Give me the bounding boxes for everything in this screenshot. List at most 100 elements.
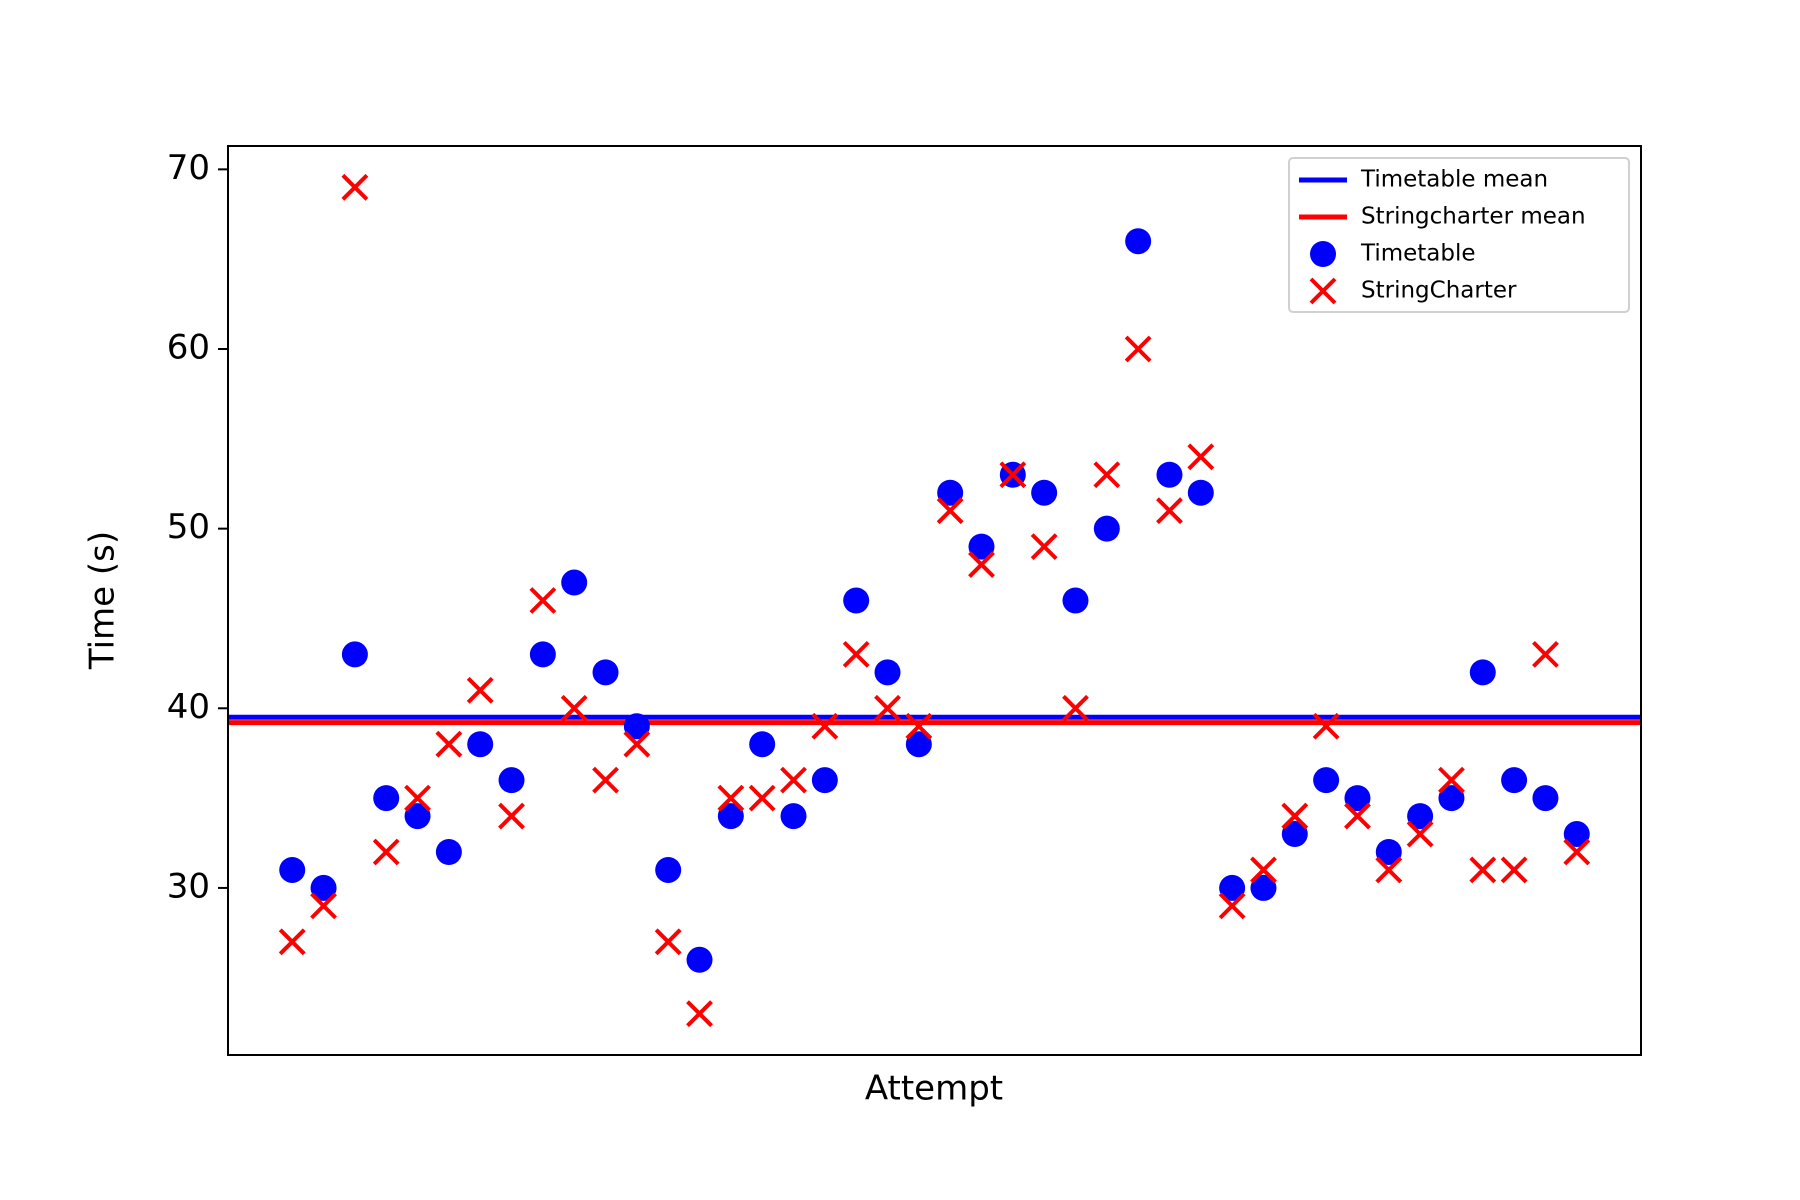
data-point: [310, 874, 337, 901]
data-point: [623, 730, 651, 758]
data-point: [1250, 874, 1277, 901]
data-point: [404, 784, 431, 812]
data-point: [905, 731, 932, 758]
legend: Timetable mean Stringcharter mean Timetabl…: [1288, 157, 1630, 313]
data-point: [1062, 587, 1089, 614]
data-point: [655, 856, 682, 883]
data-point: [341, 641, 368, 668]
data-point: [1375, 856, 1403, 884]
data-point: [623, 713, 650, 740]
data-point: [1563, 838, 1591, 866]
data-point: [968, 533, 995, 560]
data-point: [811, 712, 839, 740]
data-point: [498, 802, 525, 830]
data-point: [1438, 766, 1465, 794]
data-point: [686, 946, 713, 973]
data-point: [968, 551, 995, 578]
data-point: [654, 928, 682, 956]
legend-label: Stringcharter mean: [1361, 204, 1586, 230]
data-point: [1031, 479, 1058, 506]
data-point: [749, 731, 776, 758]
data-point: [341, 173, 369, 201]
plot-frame: [227, 145, 1642, 1056]
data-point: [1219, 874, 1246, 901]
data-point: [1438, 785, 1465, 812]
data-point: [1563, 821, 1590, 848]
data-point: [1281, 821, 1308, 848]
data-point: [1093, 515, 1120, 542]
x-axis-label: Attempt: [865, 1069, 1003, 1109]
plot-area: [228, 173, 1641, 1028]
data-point: [936, 497, 964, 525]
data-point: [937, 479, 964, 506]
data-point: [1250, 856, 1277, 884]
legend-box: [1288, 157, 1630, 313]
data-point: [1281, 802, 1309, 830]
data-point: [529, 587, 557, 614]
data-point: [1469, 856, 1497, 884]
data-point: [529, 641, 556, 668]
data-point: [592, 659, 619, 686]
data-point: [1532, 785, 1559, 812]
data-point: [1124, 335, 1152, 363]
legend-label: StringCharter: [1361, 278, 1517, 304]
data-point: [1407, 803, 1434, 830]
data-point: [435, 839, 462, 866]
data-point: [717, 803, 744, 830]
y-tick-label: 60: [167, 327, 210, 367]
data-point: [1406, 820, 1434, 848]
data-point: [1344, 802, 1371, 830]
data-point: [1532, 640, 1559, 668]
data-point: [842, 640, 870, 668]
data-point: [1313, 767, 1340, 794]
data-point: [1156, 461, 1183, 488]
data-point: [717, 784, 745, 812]
legend-marker: [1310, 241, 1336, 267]
data-point: [843, 587, 870, 614]
legend-label: Timetable: [1360, 241, 1476, 267]
data-point: [1093, 461, 1121, 489]
data-point: [560, 694, 588, 722]
data-point: [1030, 533, 1058, 561]
data-point: [780, 803, 807, 830]
data-point: [1187, 479, 1214, 506]
data-point: [1187, 443, 1215, 471]
data-point: [1501, 767, 1528, 794]
data-point: [561, 569, 588, 596]
data-point: [1062, 694, 1089, 722]
data-point: [278, 928, 306, 956]
data-point: [1375, 839, 1402, 866]
data-point: [1500, 856, 1528, 884]
data-point: [905, 712, 933, 740]
y-tick-label: 50: [167, 507, 210, 547]
data-point: [874, 694, 901, 722]
data-point: [874, 659, 901, 686]
data-point: [404, 803, 431, 830]
data-point: [811, 767, 838, 794]
data-point: [1312, 712, 1340, 740]
data-point: [1156, 497, 1183, 525]
data-point: [999, 461, 1027, 489]
y-axis-label: Time (s): [83, 531, 123, 670]
data-point: [279, 856, 306, 883]
legend-marker: [1309, 277, 1337, 305]
y-tick-label: 40: [167, 687, 210, 727]
data-point: [466, 676, 494, 704]
legend-label: Timetable mean: [1360, 167, 1548, 193]
data-point: [467, 731, 494, 758]
data-point: [310, 892, 337, 920]
data-point: [1469, 659, 1496, 686]
data-point: [373, 785, 400, 812]
data-point: [435, 730, 463, 758]
data-point: [498, 767, 525, 794]
data-point: [748, 784, 776, 812]
data-point: [1125, 228, 1152, 255]
data-point: [1218, 892, 1246, 920]
data-point: [592, 766, 619, 794]
data-point: [780, 766, 807, 794]
data-point: [686, 1000, 713, 1028]
y-tick-label: 30: [167, 866, 210, 906]
data-point: [372, 838, 400, 866]
